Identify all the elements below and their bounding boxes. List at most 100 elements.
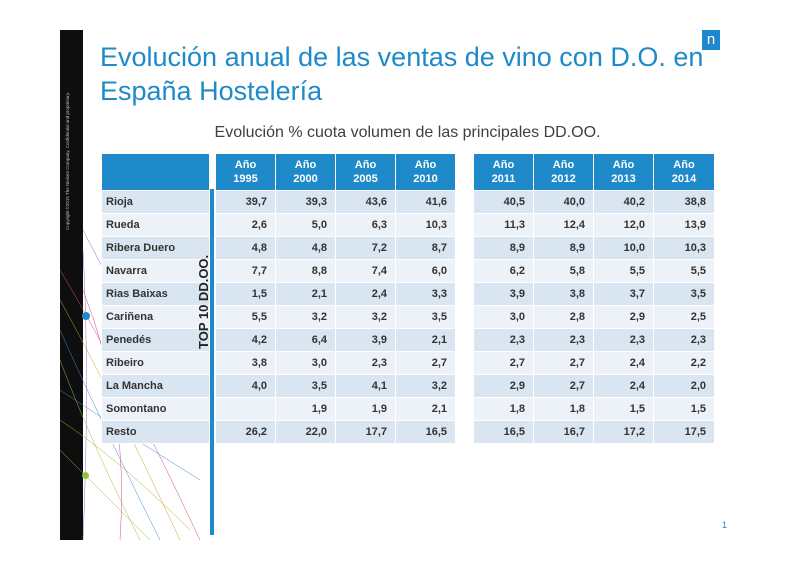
value-cell	[216, 398, 276, 421]
column-header: Año 2014	[654, 154, 715, 191]
header-blank-cell	[102, 154, 210, 191]
value-cell: 6,3	[336, 214, 396, 237]
value-cell: 40,0	[534, 191, 594, 214]
value-cell: 6,4	[276, 329, 336, 352]
value-cell: 6,0	[396, 260, 456, 283]
table-row: Penedés 4,2 6,4 3,9 2,1 2,3 2,3 2,3 2,3	[102, 329, 715, 352]
value-cell: 2,3	[534, 329, 594, 352]
value-cell: 4,1	[336, 375, 396, 398]
value-cell: 17,5	[654, 421, 715, 444]
value-cell: 12,4	[534, 214, 594, 237]
value-cell: 1,5	[654, 398, 715, 421]
row-gap-cell	[456, 329, 474, 352]
value-cell: 3,5	[276, 375, 336, 398]
table-row: Navarra 7,7 8,8 7,4 6,0 6,2 5,8 5,5 5,5	[102, 260, 715, 283]
value-cell: 2,5	[654, 306, 715, 329]
column-header: Año 2010	[396, 154, 456, 191]
value-cell: 2,9	[594, 306, 654, 329]
column-header: Año 2012	[534, 154, 594, 191]
row-label: Penedés	[102, 329, 210, 352]
row-label: Ribeiro	[102, 352, 210, 375]
row-label: Rueda	[102, 214, 210, 237]
value-cell: 8,9	[474, 237, 534, 260]
value-cell: 39,7	[216, 191, 276, 214]
table-header-row: Año 1995 Año 2000 Año 2005 Año 2010 Año 2011 …	[102, 154, 715, 191]
value-cell: 26,2	[216, 421, 276, 444]
value-cell: 7,7	[216, 260, 276, 283]
value-cell: 39,3	[276, 191, 336, 214]
value-cell: 1,5	[594, 398, 654, 421]
value-cell: 3,2	[396, 375, 456, 398]
table-row: Somontano 1,9 1,9 2,1 1,8 1,8 1,5 1,5	[102, 398, 715, 421]
value-cell: 2,0	[654, 375, 715, 398]
value-cell: 2,3	[594, 329, 654, 352]
value-cell: 2,7	[534, 375, 594, 398]
row-label: Rioja	[102, 191, 210, 214]
value-cell: 3,5	[654, 283, 715, 306]
table-row: Rioja 39,7 39,3 43,6 41,6 40,5 40,0 40,2 38,8	[102, 191, 715, 214]
value-cell: 12,0	[594, 214, 654, 237]
table-row: Rueda 2,6 5,0 6,3 10,3 11,3 12,4 12,0 13,9	[102, 214, 715, 237]
row-label: Cariñena	[102, 306, 210, 329]
row-gap-cell	[456, 237, 474, 260]
value-cell: 2,4	[594, 352, 654, 375]
value-cell: 6,2	[474, 260, 534, 283]
table-row: Rias Baixas 1,5 2,1 2,4 3,3 3,9 3,8 3,7 3,5	[102, 283, 715, 306]
value-cell: 8,7	[396, 237, 456, 260]
row-gap-cell	[456, 352, 474, 375]
value-cell: 1,9	[336, 398, 396, 421]
market-share-table: Año 1995 Año 2000 Año 2005 Año 2010 Año 2011 …	[101, 153, 715, 444]
value-cell: 2,1	[276, 283, 336, 306]
row-gap-cell	[456, 421, 474, 444]
value-cell: 2,7	[396, 352, 456, 375]
top10-label: TOP 10 DD.OO.	[196, 255, 211, 349]
value-cell: 2,2	[654, 352, 715, 375]
value-cell: 5,8	[534, 260, 594, 283]
top10-vertical-bar	[210, 189, 214, 535]
row-label: Navarra	[102, 260, 210, 283]
value-cell: 13,9	[654, 214, 715, 237]
row-gap-cell	[456, 398, 474, 421]
value-cell: 2,3	[654, 329, 715, 352]
value-cell: 2,9	[474, 375, 534, 398]
row-label: Ribera Duero	[102, 237, 210, 260]
value-cell: 5,0	[276, 214, 336, 237]
value-cell: 5,5	[216, 306, 276, 329]
column-header: Año 1995	[216, 154, 276, 191]
value-cell: 2,1	[396, 329, 456, 352]
value-cell: 3,0	[276, 352, 336, 375]
row-label: Rias Baixas	[102, 283, 210, 306]
value-cell: 3,9	[336, 329, 396, 352]
value-cell: 2,1	[396, 398, 456, 421]
green-dot-marker	[82, 472, 89, 479]
value-cell: 41,6	[396, 191, 456, 214]
value-cell: 3,9	[474, 283, 534, 306]
row-label: Somontano	[102, 398, 210, 421]
title-line-2: España Hostelería	[100, 74, 720, 108]
table-row: Ribera Duero 4,8 4,8 7,2 8,7 8,9 8,9 10,0 10,3	[102, 237, 715, 260]
copyright-text: Copyright ©2015 The Nielsen Company. Con…	[65, 92, 70, 230]
column-header: Año 2013	[594, 154, 654, 191]
value-cell: 38,8	[654, 191, 715, 214]
value-cell: 2,3	[336, 352, 396, 375]
value-cell: 3,3	[396, 283, 456, 306]
row-label: La Mancha	[102, 375, 210, 398]
value-cell: 3,8	[534, 283, 594, 306]
header-gap-cell	[456, 154, 474, 191]
value-cell: 2,4	[594, 375, 654, 398]
value-cell: 22,0	[276, 421, 336, 444]
value-cell: 3,5	[396, 306, 456, 329]
value-cell: 17,2	[594, 421, 654, 444]
value-cell: 8,9	[534, 237, 594, 260]
value-cell: 2,4	[336, 283, 396, 306]
value-cell: 10,3	[396, 214, 456, 237]
value-cell: 16,7	[534, 421, 594, 444]
table-row: La Mancha 4,0 3,5 4,1 3,2 2,9 2,7 2,4 2,0	[102, 375, 715, 398]
value-cell: 16,5	[396, 421, 456, 444]
value-cell: 3,8	[216, 352, 276, 375]
value-cell: 4,2	[216, 329, 276, 352]
value-cell: 4,8	[216, 237, 276, 260]
row-gap-cell	[456, 306, 474, 329]
table-row: Ribeiro 3,8 3,0 2,3 2,7 2,7 2,7 2,4 2,2	[102, 352, 715, 375]
value-cell: 7,4	[336, 260, 396, 283]
